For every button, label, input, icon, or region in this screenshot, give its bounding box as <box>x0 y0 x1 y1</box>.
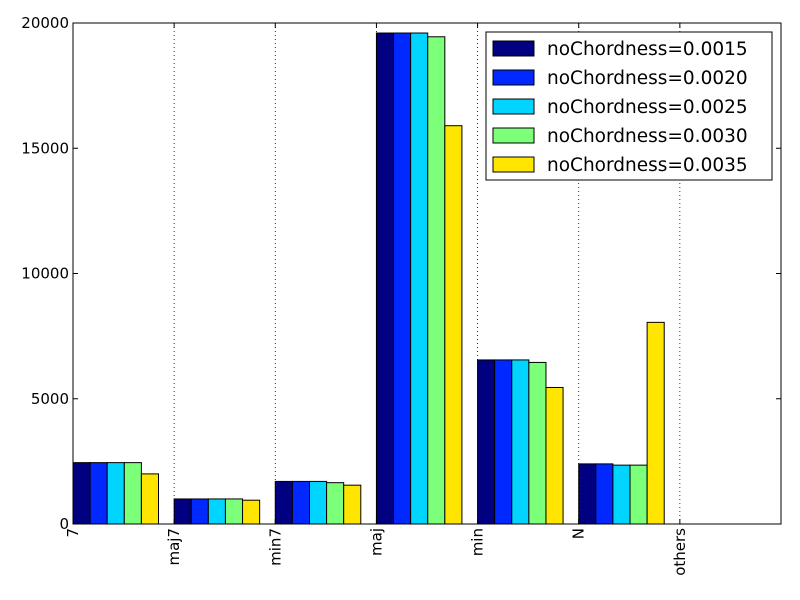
legend-swatch <box>492 98 535 115</box>
y-tick-label: 15000 <box>21 139 69 157</box>
legend-swatch <box>492 69 535 86</box>
bar <box>511 359 530 525</box>
bar <box>224 498 244 525</box>
legend-swatch <box>492 40 535 57</box>
bar <box>308 480 328 525</box>
legend-label: noChordness=0.0020 <box>547 68 748 89</box>
bar <box>477 359 496 525</box>
legend-label: noChordness=0.0030 <box>547 126 748 147</box>
bar <box>190 498 209 525</box>
legend-swatch <box>492 127 535 144</box>
legend-label: noChordness=0.0015 <box>547 39 748 60</box>
bar <box>595 463 614 525</box>
bar <box>629 464 648 525</box>
bar <box>393 32 412 525</box>
bar <box>646 321 665 525</box>
bar <box>612 464 631 525</box>
legend-label: noChordness=0.0025 <box>547 97 748 118</box>
x-tick-label: others <box>671 528 689 576</box>
y-tick-label: 5000 <box>31 390 69 408</box>
bar <box>106 462 125 525</box>
legend-label: noChordness=0.0035 <box>547 155 748 176</box>
legend: noChordness=0.0015 noChordness=0.0020 noCh… <box>485 31 773 181</box>
x-tick-label: min7 <box>266 528 284 566</box>
bar <box>375 32 395 525</box>
legend-swatch <box>492 156 535 173</box>
bar <box>578 463 597 525</box>
bar <box>326 482 345 525</box>
bar <box>140 473 159 525</box>
bar <box>427 36 446 525</box>
bar <box>72 462 91 525</box>
bar <box>207 498 226 525</box>
bar <box>173 498 192 525</box>
bar <box>242 499 261 525</box>
bar <box>410 32 429 525</box>
x-tick-label: 7 <box>64 528 82 538</box>
y-tick-label: 20000 <box>21 14 69 32</box>
bar <box>89 462 108 525</box>
bar <box>123 462 142 525</box>
bar <box>494 359 513 525</box>
x-tick-label: min <box>469 528 487 556</box>
bar <box>444 125 463 525</box>
bar <box>528 361 547 525</box>
bars <box>72 32 665 525</box>
y-tick-label: 0 <box>59 515 69 533</box>
x-tick-label: maj7 <box>165 528 183 566</box>
bar <box>545 386 564 525</box>
y-tick-label: 10000 <box>21 265 69 283</box>
x-tick-label: maj <box>367 528 385 556</box>
bar <box>291 480 310 525</box>
y-axis: 0 5000 10000 15000 20000 <box>21 14 781 533</box>
bar <box>274 480 293 525</box>
bar <box>343 484 362 525</box>
x-tick-label: N <box>570 528 588 539</box>
